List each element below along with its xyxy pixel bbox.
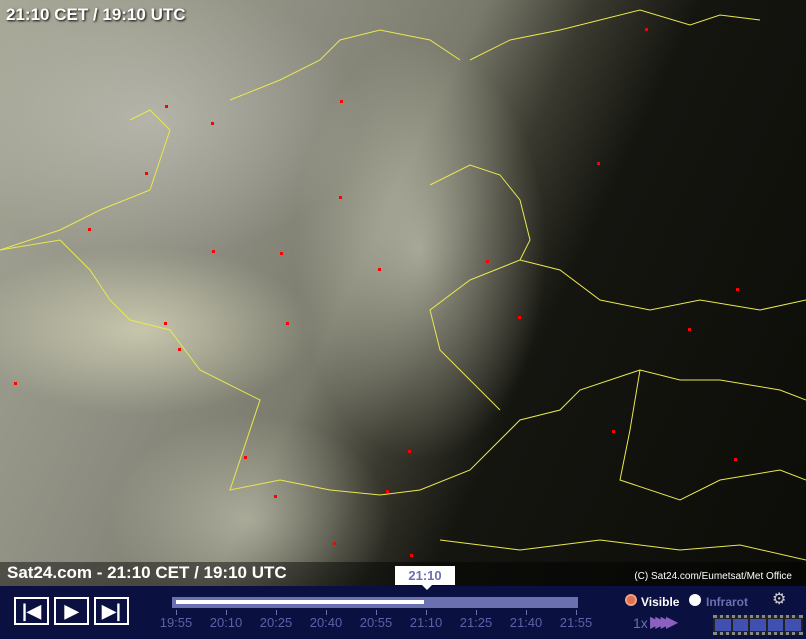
last-frame-icon: ▶|: [102, 600, 121, 621]
timeline-tick: [426, 610, 427, 615]
timeline-label[interactable]: 20:10: [209, 615, 243, 630]
timeline-label[interactable]: 20:40: [309, 615, 343, 630]
timeline-slider[interactable]: [172, 597, 578, 608]
timeline-label[interactable]: 21:10: [409, 615, 443, 630]
timeline-tick: [276, 610, 277, 615]
filmstrip-icon[interactable]: [713, 615, 803, 635]
copyright-text: (C) Sat24.com/Eumetsat/Met Office: [634, 571, 792, 582]
satellite-map: 21:10 CET / 19:10 UTC: [0, 0, 806, 586]
play-icon: ▶: [64, 600, 79, 621]
settings-gears-icon[interactable]: ⚙: [772, 591, 787, 608]
map-time-title: 21:10 CET / 19:10 UTC: [6, 5, 186, 24]
timeline-label[interactable]: 20:25: [259, 615, 293, 630]
last-frame-button[interactable]: ▶|: [94, 597, 129, 625]
current-time-tooltip: 21:10: [395, 566, 455, 590]
timeline-tick: [526, 610, 527, 615]
timeline-label[interactable]: 20:55: [359, 615, 393, 630]
visible-label[interactable]: Visible: [641, 595, 680, 609]
speed-label: 1x: [633, 615, 648, 631]
map-caption: Sat24.com - 21:10 CET / 19:10 UTC: [7, 563, 287, 582]
infrarot-radio[interactable]: [689, 594, 701, 606]
timeline-tick: [476, 610, 477, 615]
first-frame-icon: |◀: [22, 600, 41, 621]
timeline-label[interactable]: 19:55: [159, 615, 193, 630]
timeline-label[interactable]: 21:55: [559, 615, 593, 630]
play-button[interactable]: ▶: [54, 597, 89, 625]
timeline-tick: [376, 610, 377, 615]
timeline-tick: [176, 610, 177, 615]
timeline-label[interactable]: 21:40: [509, 615, 543, 630]
timeline-progress: [176, 600, 424, 604]
timeline-label[interactable]: 21:25: [459, 615, 493, 630]
timeline-tick: [326, 610, 327, 615]
visible-radio[interactable]: [625, 594, 637, 606]
first-frame-button[interactable]: |◀: [14, 597, 49, 625]
timeline-tick: [226, 610, 227, 615]
timeline-tick: [576, 610, 577, 615]
infrarot-label[interactable]: Infrarot: [706, 595, 748, 609]
borders-overlay: [0, 9, 806, 561]
fast-forward-icon[interactable]: ▶▶▶▶: [650, 614, 678, 631]
